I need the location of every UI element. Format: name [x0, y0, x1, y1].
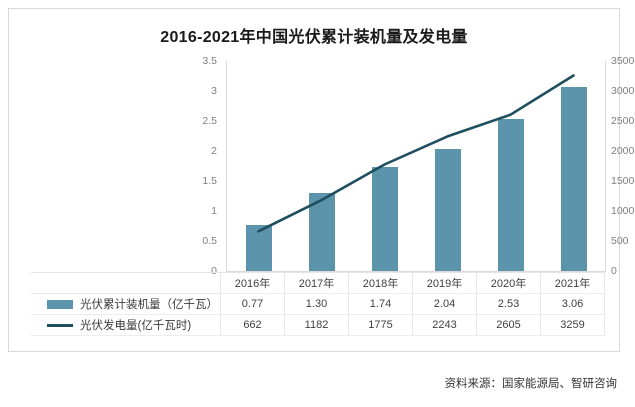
left-axis-tick: 2.5 — [202, 115, 217, 127]
table-cell-capacity: 1.74 — [348, 293, 413, 315]
table-header-cell: 2020年 — [476, 272, 541, 294]
left-axis-tick: 1.5 — [202, 175, 217, 187]
table-cell-capacity: 2.04 — [412, 293, 477, 315]
line-series-path — [257, 74, 575, 233]
legend-label-generation: 光伏发电量(亿千瓦时) — [80, 320, 192, 332]
left-axis-tick: 1 — [211, 205, 217, 217]
right-axis-tick: 3000 — [611, 85, 635, 97]
legend-item-generation: 光伏发电量(亿千瓦时) — [31, 314, 221, 336]
table-row-generation: 光伏发电量(亿千瓦时) 662 1182 1775 2243 2605 3259 — [31, 314, 605, 336]
x-axis-line — [226, 271, 606, 272]
y-axis-left-line — [226, 61, 227, 272]
y-axis-right-line — [605, 61, 606, 272]
table-cell-capacity: 2.53 — [476, 293, 541, 315]
table-cell-generation: 1775 — [348, 314, 413, 336]
right-axis-tick: 2000 — [611, 145, 635, 157]
bar-swatch-icon — [47, 299, 73, 309]
chart-container: 2016-2021年中国光伏累计装机量及发电量 3.5 3 2.5 2 1.5 1 0.5 0… — [8, 8, 634, 352]
table-cell-generation: 2605 — [476, 314, 541, 336]
left-axis-tick: 3.5 — [202, 55, 217, 67]
left-axis-tick: 3 — [211, 85, 217, 97]
table-cell-generation: 2243 — [412, 314, 477, 336]
table-header-cell: 2021年 — [540, 272, 605, 294]
left-axis-tick: 0 — [211, 265, 217, 277]
table-cell-generation: 3259 — [540, 314, 605, 336]
table-header-cell: 2019年 — [412, 272, 477, 294]
source-note: 资料来源：国家能源局、智研咨询 — [444, 378, 618, 390]
line-series — [257, 74, 575, 233]
legend-item-capacity: 光伏累计装机量（亿千瓦） — [31, 293, 221, 315]
data-table: 2016年 2017年 2018年 2019年 2020年 2021年 光伏累计装机量（亿… — [31, 272, 605, 336]
table-header-cell: 2016年 — [220, 272, 285, 294]
page-title: 2016-2021年中国光伏累计装机量及发电量 — [160, 29, 468, 46]
bar — [371, 166, 398, 271]
y-axis-right: 3500 3000 2500 2000 1500 1000 500 0 — [605, 56, 635, 276]
table-cell-generation: 662 — [220, 314, 285, 336]
right-axis-tick: 1000 — [611, 205, 635, 217]
table-cell-capacity: 3.06 — [540, 293, 605, 315]
bar — [308, 193, 335, 271]
table-cell-capacity: 1.30 — [284, 293, 349, 315]
bar — [497, 119, 524, 271]
right-axis-tick: 3500 — [611, 55, 635, 67]
bar — [434, 148, 461, 271]
right-axis-tick: 0 — [611, 265, 617, 277]
table-cell-generation: 1182 — [284, 314, 349, 336]
left-axis-tick: 0.5 — [202, 235, 217, 247]
legend-label-capacity: 光伏累计装机量（亿千瓦） — [80, 299, 218, 311]
line-swatch-icon — [47, 323, 73, 327]
table-header-cell: 2017年 — [284, 272, 349, 294]
plot-area — [227, 61, 605, 271]
table-cell-capacity: 0.77 — [220, 293, 285, 315]
left-axis-tick: 2 — [211, 145, 217, 157]
right-axis-tick: 1500 — [611, 175, 635, 187]
table-row-capacity: 光伏累计装机量（亿千瓦） 0.77 1.30 1.74 2.04 2.53 3.06 — [31, 293, 605, 315]
right-axis-tick: 500 — [611, 235, 629, 247]
y-axis-left: 3.5 3 2.5 2 1.5 1 0.5 0 — [179, 56, 223, 276]
right-axis-tick: 2500 — [611, 115, 635, 127]
table-corner-cell — [31, 272, 221, 294]
table-header-row: 2016年 2017年 2018年 2019年 2020年 2021年 — [31, 272, 605, 294]
table-header-cell: 2018年 — [348, 272, 413, 294]
bar — [560, 87, 587, 271]
